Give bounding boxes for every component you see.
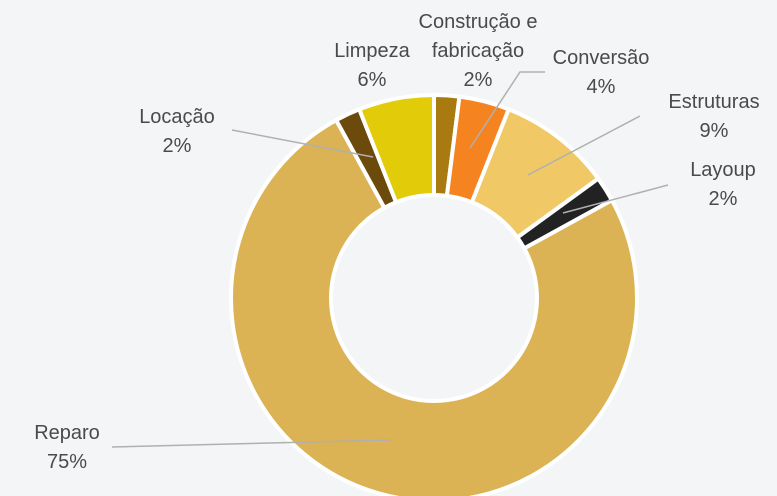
value-label: 6%: [357, 69, 387, 91]
category-name: Estruturas: [668, 91, 760, 113]
value-label: 4%: [586, 76, 616, 98]
leader-line: [111, 439, 391, 448]
leader-line: [469, 71, 545, 149]
leader-line: [562, 184, 669, 214]
value-label: 2%: [162, 135, 192, 157]
slice-label: Conversão 4%: [516, 44, 686, 102]
category-name: Conversão: [552, 47, 650, 69]
slice-label: Limpeza 6%: [287, 37, 457, 95]
value-label: 75%: [46, 451, 88, 473]
value-label: 2%: [463, 69, 493, 91]
category-name: Construção e fabricação: [418, 11, 538, 62]
slice-label: Layoup 2%: [638, 156, 777, 214]
slice-label: Construção e fabricação 2%: [403, 8, 553, 95]
slice-label: Locação 2%: [92, 103, 262, 161]
value-label: 9%: [699, 120, 729, 142]
leader-line: [231, 129, 374, 158]
slice-label: Estruturas 9%: [629, 88, 777, 146]
category-name: Locação: [139, 106, 215, 128]
value-label: 2%: [708, 188, 738, 210]
donut-slice: [356, 92, 436, 205]
category-name: Limpeza: [334, 40, 410, 62]
slice-label: Reparo 75%: [0, 419, 152, 477]
category-name: Layoup: [690, 159, 756, 181]
donut-slice: [229, 117, 639, 496]
category-name: Reparo: [34, 422, 100, 444]
leader-line: [527, 115, 641, 176]
